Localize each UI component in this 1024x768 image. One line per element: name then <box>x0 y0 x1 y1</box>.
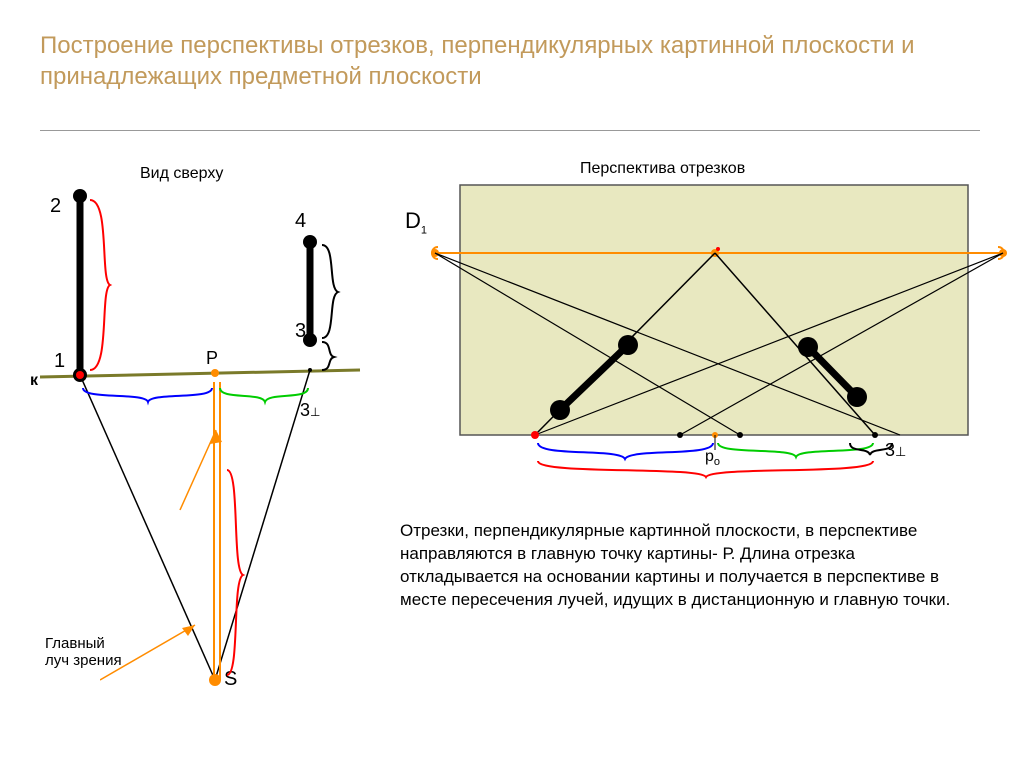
page-title: Построение перспективы отрезков, перпенд… <box>40 30 960 92</box>
main-ray-arrow <box>100 620 300 700</box>
title-divider <box>40 130 980 131</box>
description-paragraph: Отрезки, перпендикулярные картинной плос… <box>400 520 960 612</box>
right-diagram <box>400 175 1020 515</box>
